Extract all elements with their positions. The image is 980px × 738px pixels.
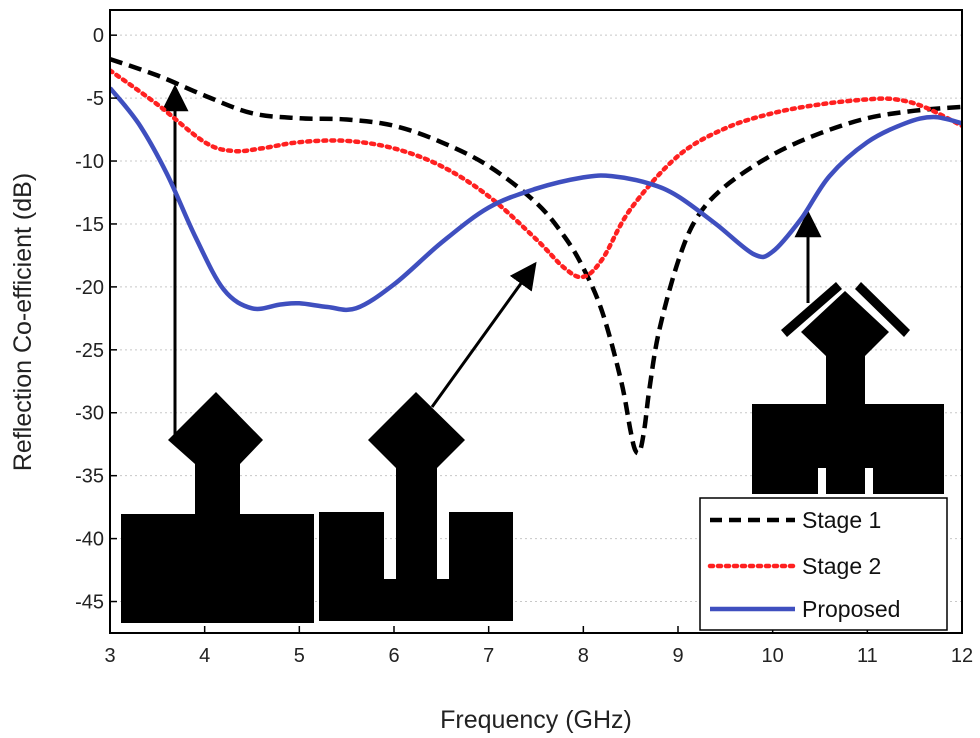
y-tick-label: -10: [75, 151, 104, 173]
x-tick-label: 5: [294, 645, 305, 667]
ticks: 0 -5 -10 -15 -20 -25 -30 -35 -40 -45 3 4 5 6 7 8 9 10 11 12: [75, 25, 973, 667]
legend-label-stage-1: Stage 1: [802, 507, 881, 533]
series-layer: [110, 56, 962, 456]
series-stage-1: [110, 56, 962, 456]
y-tick-label: -15: [75, 214, 104, 236]
y-tick-label: -30: [75, 403, 104, 425]
y-tick-label: -35: [75, 466, 104, 488]
y-tick-label: -45: [75, 592, 104, 614]
x-tick-label: 10: [762, 645, 784, 667]
antenna-stage1-illustration: [121, 392, 314, 623]
x-tick-label: 12: [951, 645, 973, 667]
legend-label-stage-2: Stage 2: [802, 553, 881, 579]
x-tick-label: 9: [672, 645, 683, 667]
x-tick-label: 8: [578, 645, 589, 667]
x-tick-label: 11: [857, 645, 878, 667]
legend-label-proposed: Proposed: [802, 596, 900, 622]
antenna-proposed-illustration: [752, 282, 944, 494]
x-axis-title: Frequency (GHz): [440, 706, 632, 734]
y-tick-label: 0: [93, 25, 104, 47]
x-tick-label: 7: [483, 645, 494, 667]
x-tick-label: 3: [104, 645, 115, 667]
arrow-stage2: [430, 261, 537, 408]
legend: Stage 1 Stage 2 Proposed: [699, 497, 948, 631]
y-tick-label: -20: [75, 277, 104, 299]
antenna-stage2-illustration: [319, 392, 513, 621]
series-stage-2: [110, 68, 962, 280]
plot-frame: [109, 9, 963, 634]
series-proposed: [110, 86, 962, 313]
y-tick-label: -25: [75, 340, 104, 362]
y-tick-label: -40: [75, 529, 104, 551]
y-tick-label: -5: [86, 88, 104, 110]
y-axis-title: Reflection Co-efficient (dB): [9, 173, 37, 471]
x-tick-label: 6: [388, 645, 399, 667]
x-tick-label: 4: [199, 645, 210, 667]
